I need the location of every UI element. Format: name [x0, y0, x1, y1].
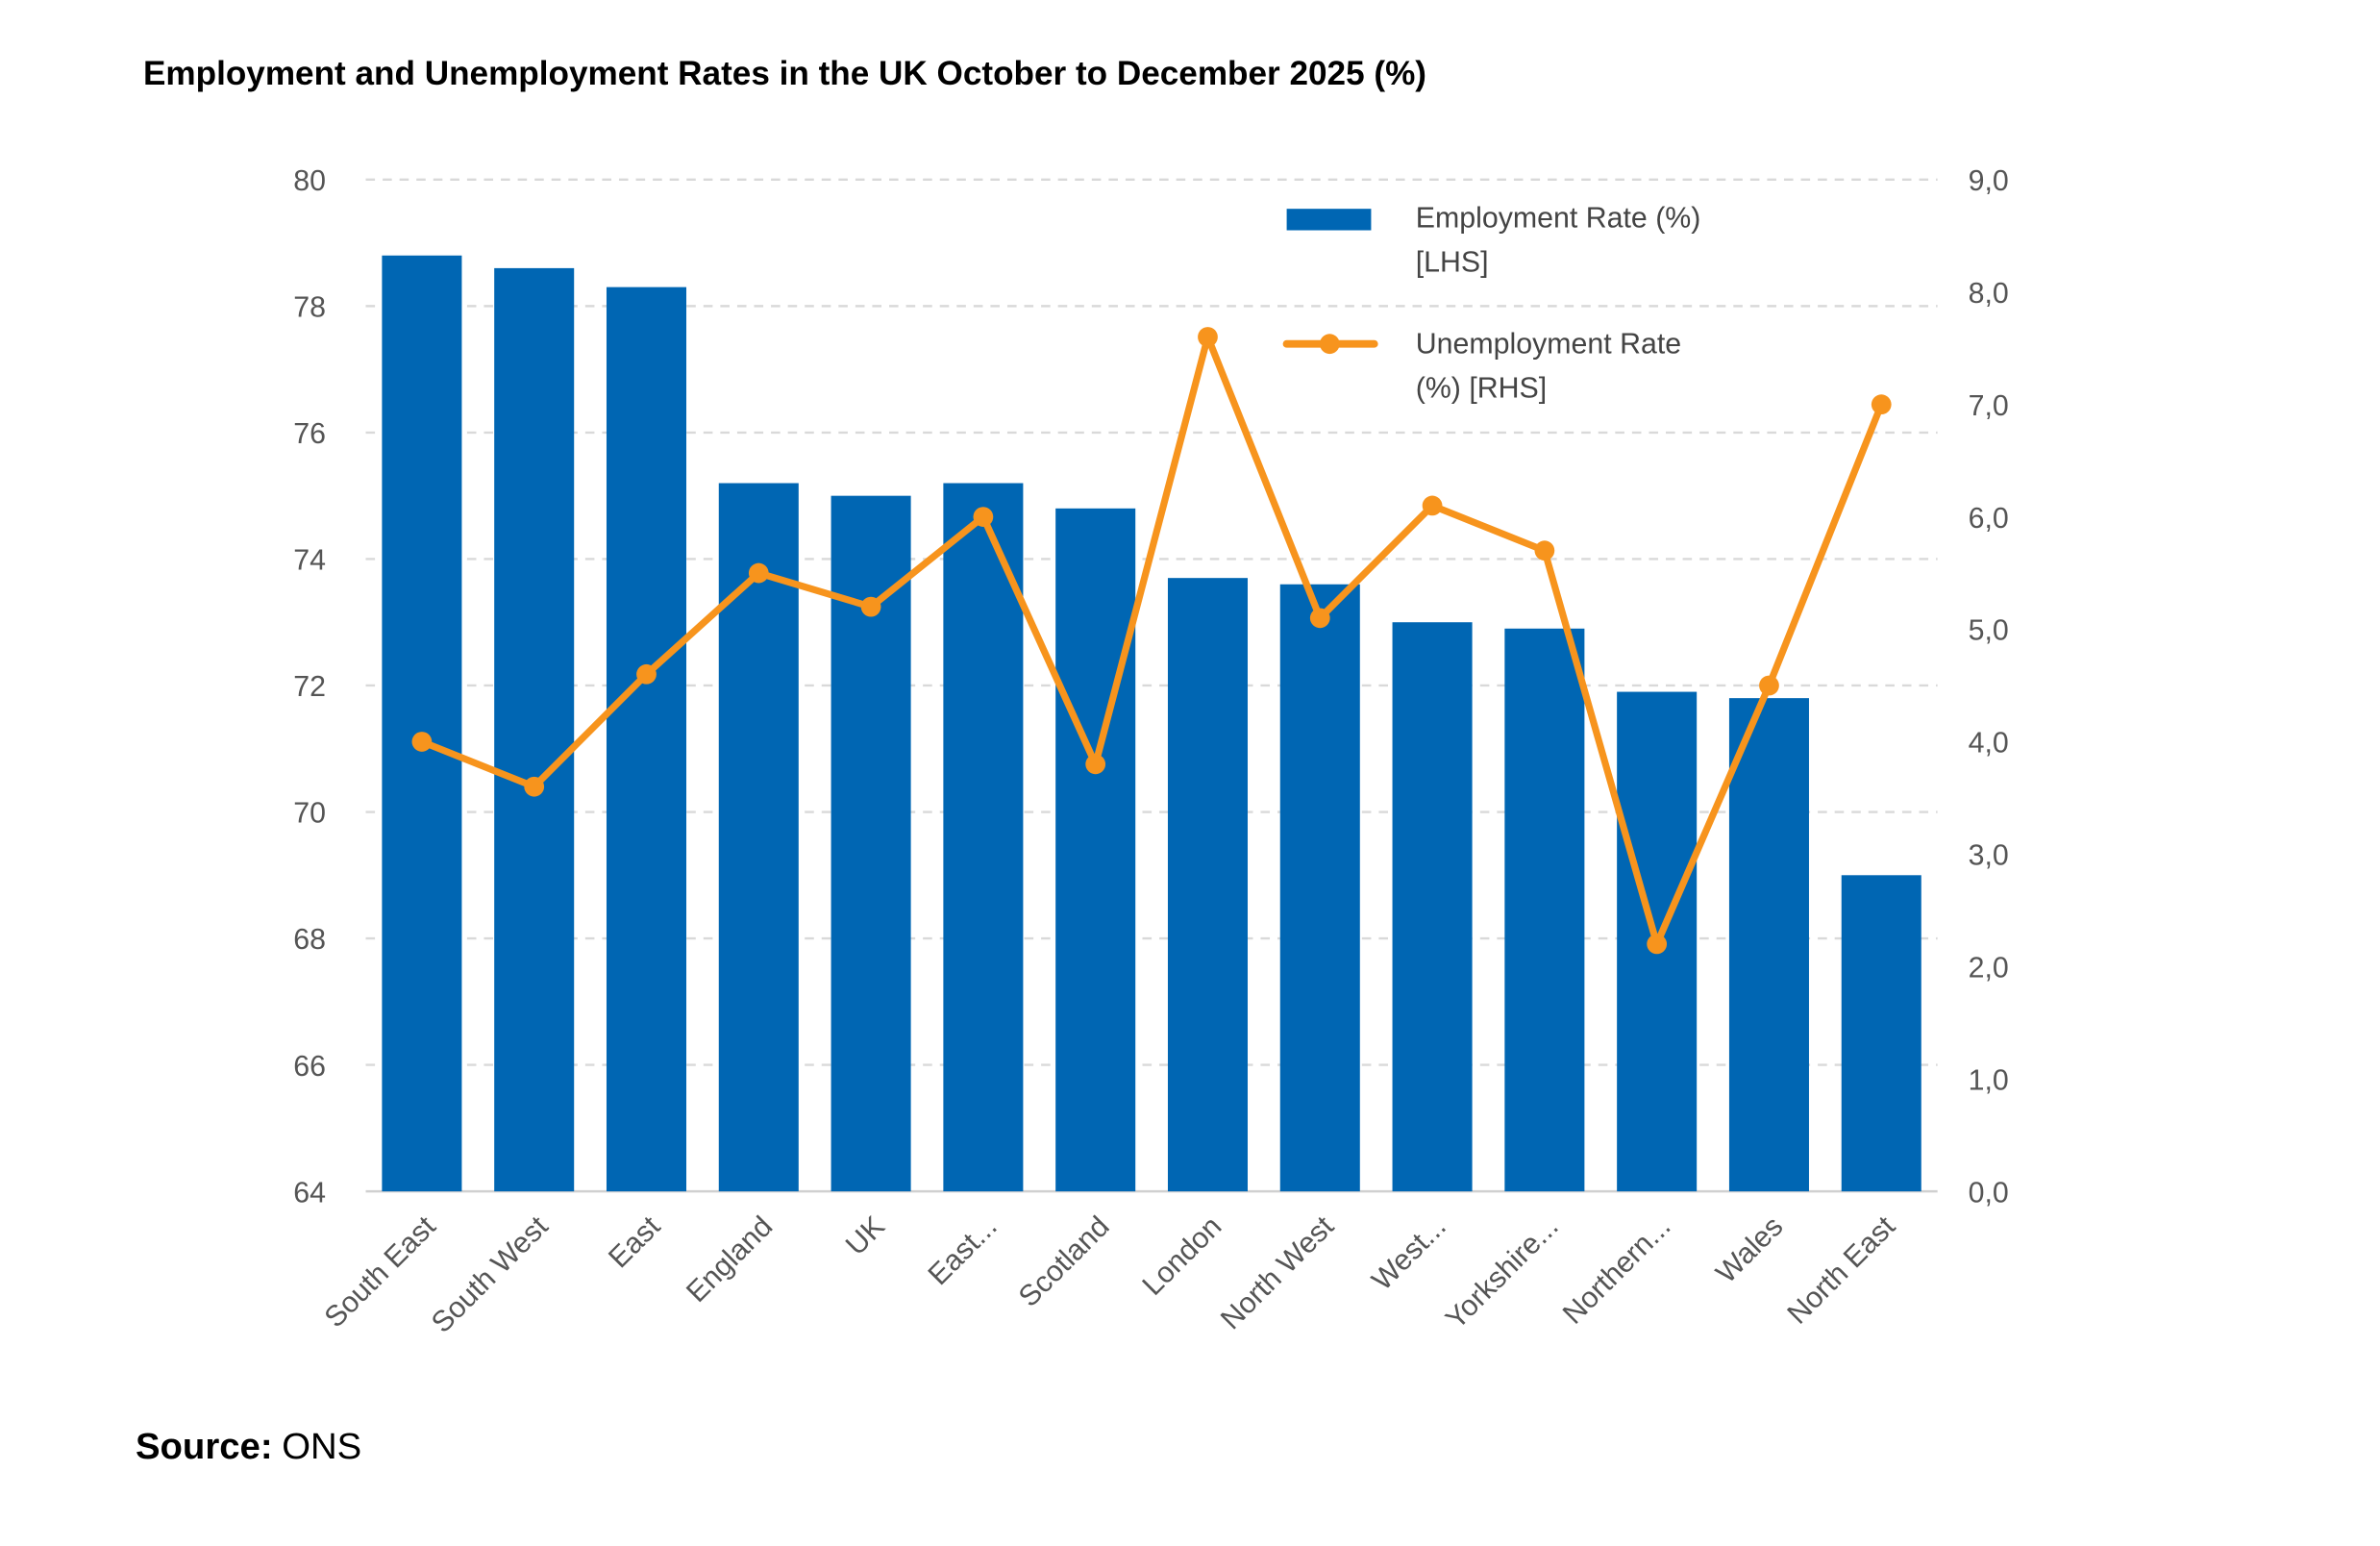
- gridlines: [365, 178, 1938, 1193]
- right-tick-label: 3,0: [1969, 840, 2009, 872]
- point-unemployment: [1647, 934, 1668, 955]
- legend-label-unemployment-1: Unemployment Rate: [1416, 328, 1681, 360]
- bar-employment: [1392, 622, 1473, 1192]
- left-tick-label: 76: [293, 418, 326, 450]
- bar-employment: [1728, 698, 1809, 1192]
- source-note: Source: ONS: [136, 1426, 361, 1467]
- category-label: North East: [1782, 1210, 1902, 1331]
- left-tick-label: 70: [293, 798, 326, 830]
- point-unemployment: [860, 596, 881, 617]
- point-unemployment: [1198, 327, 1218, 347]
- right-tick-label: 2,0: [1969, 952, 2009, 984]
- point-unemployment: [748, 562, 769, 584]
- left-tick-label: 66: [293, 1051, 326, 1083]
- bar-employment: [1167, 578, 1248, 1192]
- category-label: East: [603, 1210, 667, 1275]
- legend-marker-unemployment: [1319, 334, 1340, 355]
- bar-employment: [606, 287, 687, 1192]
- category-label: West...: [1366, 1210, 1452, 1297]
- left-tick-label: 64: [293, 1177, 326, 1209]
- category-label: North West: [1215, 1210, 1341, 1336]
- category-label: South East: [319, 1210, 443, 1334]
- right-tick-label: 0,0: [1969, 1177, 2009, 1209]
- legend-label-employment-1: Employment Rate (%): [1416, 202, 1701, 234]
- bar-employment: [382, 255, 462, 1192]
- point-unemployment: [1085, 754, 1106, 775]
- category-label: Yorkshire...: [1440, 1210, 1565, 1335]
- right-tick-label: 8,0: [1969, 278, 2009, 310]
- left-tick-label: 72: [293, 671, 326, 703]
- category-label: East...: [923, 1210, 1004, 1291]
- point-unemployment: [1871, 394, 1892, 415]
- left-axis: 64 66 68 70 72 74 76 78 80: [293, 165, 326, 1209]
- right-axis: 0,0 1,0 2,0 3,0 4,0 5,0 6,0 7,0 8,0 9,0: [1969, 165, 2009, 1209]
- point-unemployment: [524, 776, 545, 797]
- bar-employment: [718, 483, 799, 1192]
- right-tick-label: 9,0: [1969, 165, 2009, 197]
- unemployment-line: [411, 327, 1892, 955]
- point-unemployment: [1309, 608, 1330, 629]
- bar-employment: [1055, 508, 1136, 1192]
- bar-employment: [1841, 875, 1921, 1192]
- left-tick-label: 80: [293, 165, 326, 197]
- point-unemployment: [1759, 675, 1779, 696]
- point-unemployment: [636, 663, 657, 685]
- source-label: Source:: [136, 1426, 273, 1467]
- category-label: Northern...: [1557, 1210, 1677, 1331]
- point-unemployment: [1534, 540, 1555, 561]
- category-label: Wales: [1710, 1210, 1789, 1289]
- point-unemployment: [1422, 495, 1443, 516]
- category-label: England: [681, 1210, 779, 1309]
- right-tick-label: 7,0: [1969, 390, 2009, 422]
- category-label: Scotland: [1013, 1210, 1116, 1313]
- line-unemployment: [420, 333, 1885, 948]
- point-unemployment: [411, 732, 433, 752]
- chart-title: Employment and Unemployment Rates in the…: [143, 55, 1426, 92]
- left-tick-label: 68: [293, 924, 326, 956]
- right-tick-label: 1,0: [1969, 1064, 2009, 1096]
- bar-employment: [1279, 584, 1360, 1192]
- category-label: UK: [840, 1210, 891, 1261]
- category-label: South West: [426, 1210, 555, 1339]
- legend-label-employment-2: [LHS]: [1416, 247, 1489, 279]
- left-tick-label: 74: [293, 545, 326, 577]
- legend: Employment Rate (%) [LHS] Unemployment R…: [1282, 202, 1701, 405]
- right-tick-label: 6,0: [1969, 503, 2009, 535]
- legend-swatch-employment: [1286, 209, 1372, 231]
- bar-employment: [494, 267, 575, 1192]
- point-unemployment: [973, 507, 994, 527]
- right-tick-label: 4,0: [1969, 728, 2009, 760]
- bars: [382, 255, 1921, 1192]
- bar-employment: [943, 483, 1024, 1192]
- right-tick-label: 5,0: [1969, 615, 2009, 647]
- source-value: ONS: [282, 1426, 361, 1467]
- left-tick-label: 78: [293, 292, 326, 324]
- legend-label-unemployment-2: (%) [RHS]: [1416, 373, 1547, 405]
- bar-employment: [1504, 628, 1585, 1192]
- category-label: London: [1136, 1210, 1227, 1302]
